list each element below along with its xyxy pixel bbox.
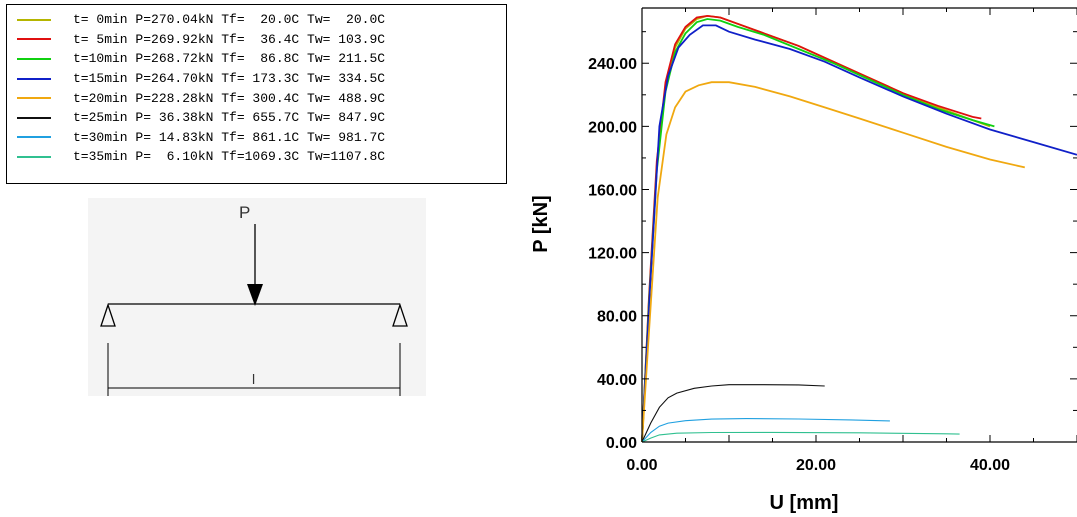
legend-entry: t=15min P=264.70kN Tf= 173.3C Tw= 334.5C: [7, 69, 506, 89]
y-tick-label: 80.00: [597, 309, 637, 326]
legend-label: t= 5min P=269.92kN Tf= 36.4C Tw= 103.9C: [73, 31, 386, 47]
legend-swatch: [17, 38, 51, 41]
legend-label: t=10min P=268.72kN Tf= 86.8C Tw= 211.5C: [73, 51, 386, 67]
y-tick-label: 40.00: [597, 372, 637, 389]
legend-swatch: [17, 57, 51, 60]
y-tick-label: 160.00: [588, 182, 637, 199]
legend-swatch: [17, 97, 51, 100]
series-line: [641, 18, 995, 443]
legend-swatch: [17, 77, 51, 80]
legend-entry: t=30min P= 14.83kN Tf= 861.1C Tw= 981.7C: [7, 128, 506, 148]
y-tick-label: 240.00: [588, 56, 637, 73]
legend-entry: t=25min P= 36.38kN Tf= 655.7C Tw= 847.9C: [7, 108, 506, 128]
y-tick-label: 0.00: [606, 435, 637, 452]
x-tick-label: 40.00: [970, 457, 1010, 474]
y-tick-label: 120.00: [588, 246, 637, 263]
y-axis-title: P [kN]: [530, 195, 552, 252]
load-arrow-head: [247, 284, 263, 306]
x-tick-label: 0.00: [626, 457, 657, 474]
series-line: [641, 81, 1025, 443]
legend-entry: t= 0min P=270.04kN Tf= 20.0C Tw= 20.0C: [7, 10, 506, 30]
span-label: l: [252, 371, 255, 387]
series-line: [641, 14, 982, 443]
load-label: P: [239, 203, 250, 222]
legend-entry: t= 5min P=269.92kN Tf= 36.4C Tw= 103.9C: [7, 30, 506, 50]
legend-swatch: [17, 155, 51, 158]
series-line: [641, 14, 991, 443]
load-displacement-chart: 0.00 40.00 80.00 120.00 160.00 200.00 240.00 0.…: [530, 7, 1077, 514]
legend-swatch: [17, 116, 51, 119]
series-line: [641, 24, 1077, 443]
legend-label: t=20min P=228.28kN Tf= 300.4C Tw= 488.9C: [73, 90, 386, 106]
beam-diagram: P l: [88, 198, 426, 396]
legend-label: t=15min P=264.70kN Tf= 173.3C Tw= 334.5C: [73, 71, 386, 87]
series-line: [641, 418, 890, 443]
x-tick-label: 20.00: [796, 457, 836, 474]
legend-box: t= 0min P=270.04kN Tf= 20.0C Tw= 20.0C t…: [6, 4, 507, 184]
legend-entry: t=20min P=228.28kN Tf= 300.4C Tw= 488.9C: [7, 88, 506, 108]
legend-entry: t=10min P=268.72kN Tf= 86.8C Tw= 211.5C: [7, 49, 506, 69]
series-line: [641, 431, 960, 443]
legend-swatch: [17, 136, 51, 139]
legend-label: t=25min P= 36.38kN Tf= 655.7C Tw= 847.9C: [73, 110, 386, 126]
left-support-icon: [100, 302, 116, 327]
series-line: [641, 384, 825, 443]
x-axis-title: U [mm]: [770, 492, 839, 514]
right-support-icon: [392, 302, 408, 327]
legend-label: t=35min P= 6.10kN Tf=1069.3C Tw=1107.8C: [73, 149, 386, 165]
legend-swatch: [17, 18, 51, 21]
legend-entry: t=35min P= 6.10kN Tf=1069.3C Tw=1107.8C: [7, 147, 506, 167]
y-tick-label: 200.00: [588, 119, 637, 136]
legend-label: t=30min P= 14.83kN Tf= 861.1C Tw= 981.7C: [73, 129, 386, 145]
legend-label: t= 0min P=270.04kN Tf= 20.0C Tw= 20.0C: [73, 12, 386, 28]
